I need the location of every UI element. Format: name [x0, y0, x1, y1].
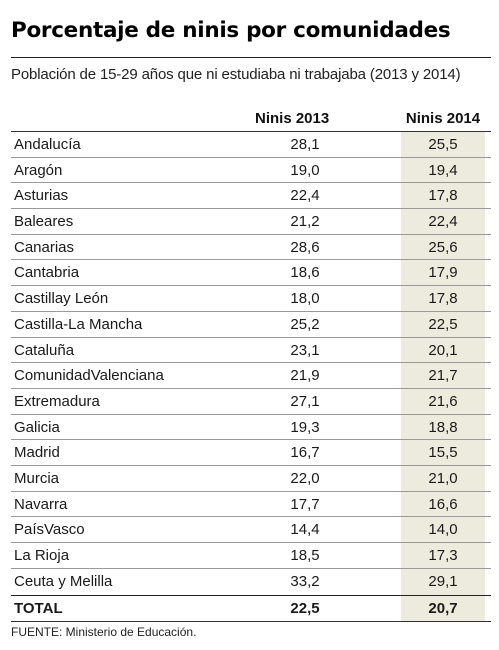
region-name: Extremadura — [14, 392, 100, 410]
table-row: Galicia 19,3 18,8 — [11, 415, 491, 441]
value-2013: 27,1 — [290, 392, 320, 410]
total-value-2014: 20,7 — [428, 600, 458, 617]
total-value-2013: 22,5 — [290, 600, 320, 617]
region-name: Aragón — [14, 161, 63, 179]
value-2013: 17,7 — [290, 495, 320, 513]
value-2014: 14,0 — [428, 521, 458, 539]
table-row: Navarra 17,7 16,6 — [11, 492, 491, 518]
value-2013: 28,6 — [290, 238, 320, 256]
value-2013: 23,1 — [290, 341, 320, 359]
chart-subtitle: Población de 15-29 años que ni estudiaba… — [11, 66, 461, 83]
value-2014: 17,8 — [428, 290, 458, 308]
value-2014: 17,3 — [428, 547, 458, 564]
region-name: Castilla-La Mancha — [14, 315, 143, 333]
value-2013: 25,2 — [290, 315, 320, 333]
table-row: Castillay León 18,0 17,8 — [11, 286, 491, 312]
highlight-column-2014 — [401, 132, 485, 621]
value-2014: 21,0 — [428, 469, 458, 487]
table-row: PaísVasco 14,4 14,0 — [11, 517, 491, 543]
table-row: La Rioja 18,5 17,3 — [11, 543, 491, 569]
value-2014: 22,5 — [428, 315, 458, 333]
value-2013: 22,0 — [290, 469, 320, 487]
total-row: TOTAL 22,5 20,7 — [11, 596, 491, 621]
value-2014: 22,4 — [428, 213, 458, 231]
region-name: Cataluña — [14, 341, 75, 359]
value-2014: 21,7 — [428, 367, 458, 385]
region-name: Andalucía — [14, 136, 81, 153]
value-2014: 15,5 — [428, 444, 458, 462]
table-row: Madrid 16,7 15,5 — [11, 440, 491, 466]
total-label: TOTAL — [14, 600, 63, 617]
value-2013: 18,6 — [290, 264, 320, 282]
value-2014: 17,8 — [428, 187, 458, 205]
table-row: Asturias 22,4 17,8 — [11, 183, 491, 210]
region-name: PaísVasco — [14, 521, 85, 539]
chart-title: Porcentaje de ninis por comunidades — [11, 18, 451, 43]
value-2014: 29,1 — [428, 572, 458, 590]
table-row: Andalucía 28,1 25,5 — [11, 132, 491, 158]
value-2013: 18,5 — [290, 547, 320, 564]
table-row: Castilla-La Mancha 25,2 22,5 — [11, 312, 491, 338]
value-2013: 18,0 — [290, 290, 320, 308]
title-divider — [11, 57, 491, 58]
table-row: Aragón 19,0 19,4 — [11, 158, 491, 184]
region-name: La Rioja — [14, 547, 70, 564]
value-2014: 25,5 — [428, 136, 458, 153]
value-2014: 19,4 — [428, 161, 458, 179]
table-row: Murcia 22,0 21,0 — [11, 466, 491, 492]
value-2014: 17,9 — [428, 264, 458, 282]
column-header-2013: Ninis 2013 — [255, 110, 330, 127]
region-name: Baleares — [14, 213, 74, 231]
region-name: Ceuta y Melilla — [14, 572, 113, 590]
value-2014: 20,1 — [428, 341, 458, 359]
value-2014: 16,6 — [428, 495, 458, 513]
value-2013: 33,2 — [290, 572, 320, 590]
table-row: Cataluña 23,1 20,1 — [11, 338, 491, 364]
table-row: Canarias 28,6 25,6 — [11, 235, 491, 261]
region-name: Galicia — [14, 418, 60, 436]
region-name: Madrid — [14, 444, 60, 462]
value-2013: 28,1 — [290, 136, 320, 153]
region-name: Asturias — [14, 187, 69, 205]
total-divider — [11, 595, 491, 596]
table-row: Extremadura 27,1 21,6 — [11, 389, 491, 415]
region-name: Castillay León — [14, 290, 109, 308]
table-bottom-rule — [11, 621, 491, 622]
value-2014: 25,6 — [428, 238, 458, 256]
value-2014: 21,6 — [428, 392, 458, 410]
header-divider — [11, 131, 491, 132]
column-header-2014: Ninis 2014 — [405, 110, 481, 127]
value-2013: 19,0 — [290, 161, 320, 179]
region-name: Murcia — [14, 469, 60, 487]
value-2014: 18,8 — [428, 418, 458, 436]
value-2013: 21,2 — [290, 213, 320, 231]
source-note: FUENTE: Ministerio de Educación. — [11, 625, 197, 639]
region-name: Canarias — [14, 238, 75, 256]
region-name: ComunidadValenciana — [14, 367, 164, 385]
value-2013: 22,4 — [290, 187, 320, 205]
region-name: Cantabria — [14, 264, 80, 282]
region-name: Navarra — [14, 495, 68, 513]
table-row: Cantabria 18,6 17,9 — [11, 260, 491, 287]
value-2013: 21,9 — [290, 367, 320, 385]
value-2013: 19,3 — [290, 418, 320, 436]
table-row: ComunidadValenciana 21,9 21,7 — [11, 363, 491, 389]
table-body: Andalucía 28,1 25,5 Aragón 19,0 19,4 Asturias 2… — [11, 132, 491, 594]
value-2013: 14,4 — [290, 521, 320, 539]
table-row: Baleares 21,2 22,4 — [11, 209, 491, 235]
value-2013: 16,7 — [290, 444, 320, 462]
table-row: Ceuta y Melilla 33,2 29,1 — [11, 569, 491, 595]
